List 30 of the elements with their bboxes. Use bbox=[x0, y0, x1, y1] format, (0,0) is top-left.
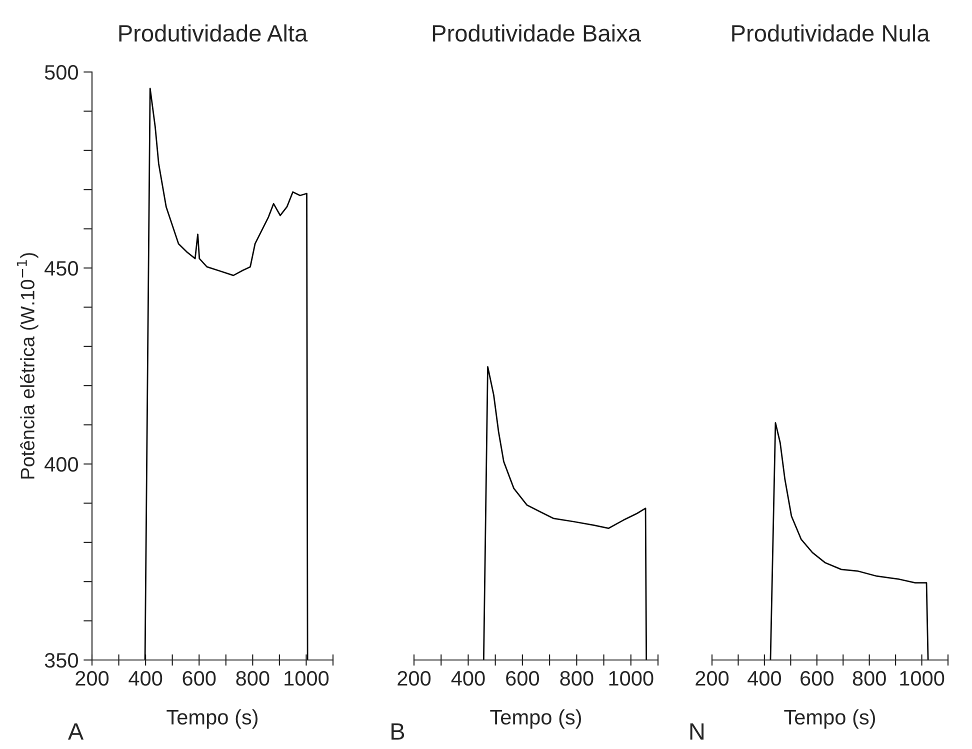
x-axis-title: Tempo (s) bbox=[490, 709, 582, 729]
x-tick-label: 200 bbox=[76, 670, 109, 686]
chart-title: Produtividade Baixa bbox=[432, 24, 642, 42]
x-tick-label: 1000 bbox=[900, 670, 944, 686]
text: B bbox=[392, 723, 404, 740]
x-tick-label: 1000 bbox=[284, 670, 329, 686]
y-tick-label: 350 bbox=[44, 653, 78, 668]
x-tick-label: 200 bbox=[398, 670, 431, 686]
x-tick-label: 800 bbox=[236, 670, 270, 686]
y-axis-title: Potência elétrica (W.10$^{−1}$) bbox=[16, 253, 38, 479]
chart-title: Produtividade Alta bbox=[119, 24, 308, 42]
line-series bbox=[144, 88, 308, 660]
x-tick-label: 1000 bbox=[609, 670, 654, 686]
x-tick-label: 600 bbox=[800, 670, 834, 686]
chart-title: Produtividade Nula bbox=[732, 24, 930, 42]
x-tick-label: 800 bbox=[852, 670, 886, 686]
x-tick-label: 400 bbox=[748, 670, 782, 686]
x-tick-label: 200 bbox=[696, 670, 729, 686]
x-tick-label: 400 bbox=[451, 670, 485, 686]
text: N bbox=[690, 723, 704, 740]
text: A bbox=[68, 723, 84, 740]
x-tick-label: 600 bbox=[506, 670, 540, 686]
y-tick-label: 400 bbox=[44, 457, 78, 472]
x-axis-title: Tempo (s) bbox=[784, 709, 876, 729]
x-tick-label: 400 bbox=[128, 670, 162, 686]
x-tick-label: 600 bbox=[182, 670, 216, 686]
x-tick-label: 800 bbox=[560, 670, 594, 686]
y-tick-label: 450 bbox=[44, 261, 78, 276]
x-axis-title: Tempo (s) bbox=[166, 709, 258, 729]
y-tick-label: 500 bbox=[44, 65, 78, 80]
